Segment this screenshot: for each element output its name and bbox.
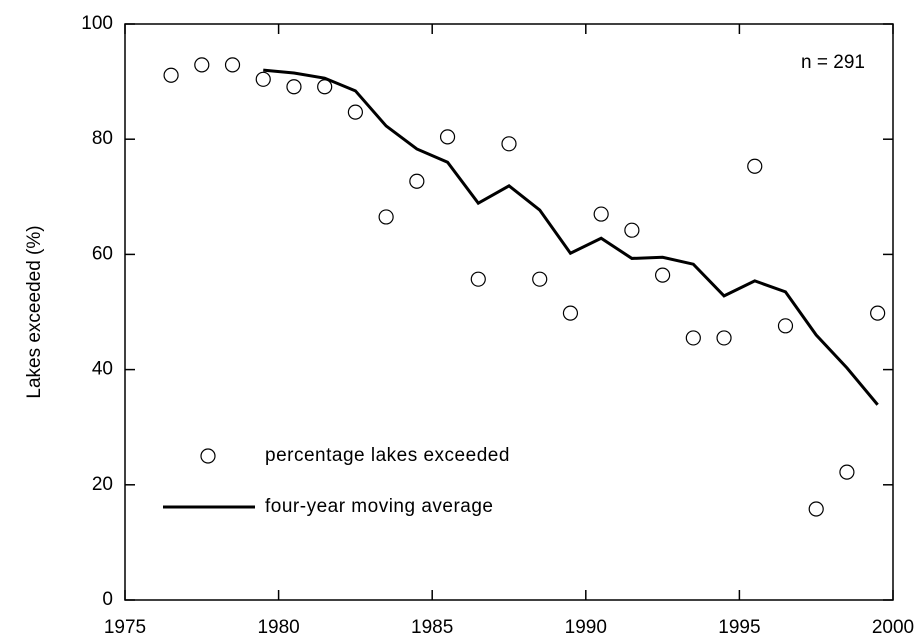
data-point: [224, 57, 241, 73]
plot-frame: [124, 23, 894, 601]
data-point: [716, 330, 732, 346]
x-tick-label: 1990: [565, 617, 607, 638]
y-axis-label: Lakes exceeded (%): [24, 225, 45, 398]
data-point: [870, 305, 886, 321]
x-tick-label: 1975: [104, 617, 146, 638]
data-point: [654, 267, 671, 283]
data-point: [685, 330, 701, 346]
y-tick-label: 40: [92, 359, 113, 380]
data-point: [286, 79, 302, 95]
data-point: [562, 305, 579, 321]
data-point: [409, 173, 425, 189]
data-point: [839, 464, 855, 480]
data-point: [163, 67, 179, 83]
x-tick-label: 1980: [257, 617, 299, 638]
data-point: [624, 222, 640, 238]
data-point: [777, 318, 794, 334]
data-point: [532, 271, 548, 287]
data-point: [439, 129, 456, 145]
legend-symbol: [200, 448, 216, 464]
y-tick-label: 20: [92, 474, 113, 495]
data-point: [501, 136, 517, 152]
data-point: [808, 501, 824, 517]
y-tick-label: 100: [81, 13, 113, 34]
moving-average-line: [263, 68, 879, 406]
data-point: [470, 271, 486, 287]
legend-label: four-year moving average: [265, 496, 494, 517]
data-point: [378, 209, 394, 225]
data-point: [747, 158, 763, 174]
y-tick-label: 80: [92, 128, 113, 149]
x-tick-label: 2000: [872, 617, 914, 638]
data-point: [593, 206, 609, 222]
x-tick-label: 1985: [411, 617, 453, 638]
data-point: [347, 104, 363, 120]
data-point: [255, 71, 271, 87]
legend-label: percentage lakes exceeded: [265, 445, 510, 466]
data-point: [194, 57, 210, 73]
y-tick-label: 60: [92, 243, 113, 264]
y-tick-label: 0: [102, 589, 113, 610]
x-tick-label: 1995: [718, 617, 760, 638]
annotation: n = 291: [801, 52, 865, 73]
data-point: [317, 79, 333, 95]
